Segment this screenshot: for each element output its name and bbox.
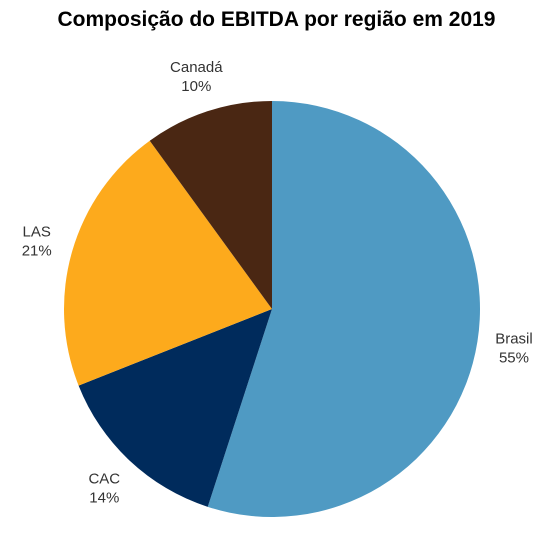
pie-slice-brasil — [207, 101, 480, 517]
slice-value-label: 10% — [181, 78, 211, 95]
slice-category-label: CAC — [88, 471, 120, 488]
slice-category-label: Canadá — [170, 59, 223, 76]
slice-value-label: 55% — [499, 349, 529, 366]
slice-label-cac: CAC 14% — [88, 471, 120, 507]
pie-slice-canada — [149, 101, 272, 309]
slice-value-label: 21% — [22, 243, 52, 260]
slice-label-brasil: Brasil 55% — [495, 330, 533, 366]
pie-slice-cac — [78, 309, 272, 507]
chart-title: Composição do EBITDA por região em 2019 — [57, 8, 496, 31]
pie-slice-las — [63, 140, 272, 386]
slice-category-label: Brasil — [495, 330, 533, 347]
slice-value-label: 14% — [89, 490, 119, 507]
slice-label-las: LAS 21% — [22, 224, 52, 260]
slice-category-label: LAS — [23, 224, 51, 241]
slice-label-canada: Canadá 10% — [170, 59, 223, 95]
